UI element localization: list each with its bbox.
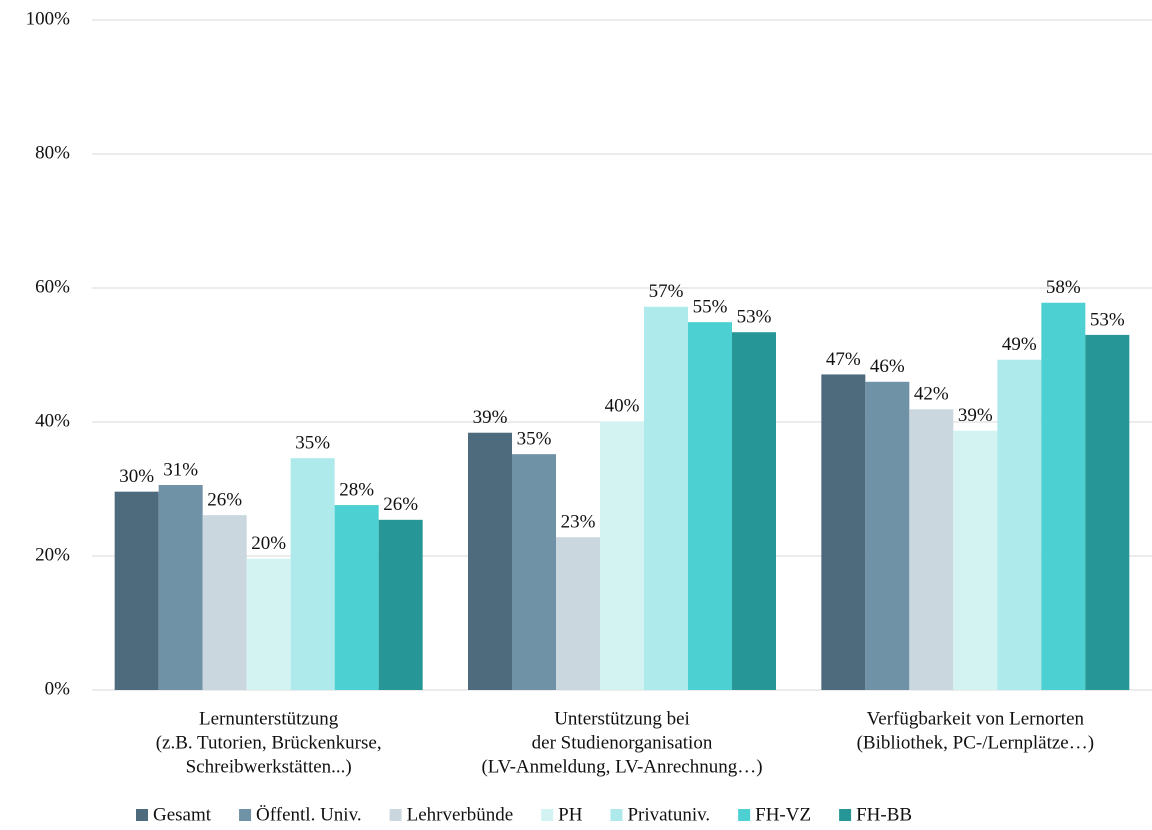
legend-label: Privatuniv.: [627, 804, 710, 825]
bar: [1041, 302, 1086, 690]
bar: [246, 558, 291, 690]
legend-label: Öffentl. Univ.: [256, 804, 362, 825]
legend-swatch: [738, 809, 751, 821]
bar: [997, 359, 1042, 690]
y-tick-label: 80%: [35, 142, 70, 163]
bar: [688, 322, 732, 690]
legend-swatch: [136, 809, 148, 821]
value-label: 35%: [295, 433, 330, 454]
value-label: 39%: [958, 405, 993, 426]
legend-label: PH: [558, 804, 583, 825]
legend-swatch: [610, 809, 623, 821]
bar: [909, 409, 954, 690]
bar: [468, 432, 512, 690]
value-label: 46%: [870, 356, 905, 377]
x-tick-label: (Bibliothek, PC-/Lernplätze…): [857, 732, 1094, 753]
bar: [732, 332, 776, 690]
legend-swatch: [239, 809, 252, 821]
value-label: 42%: [914, 384, 949, 405]
value-label: 35%: [517, 429, 552, 450]
value-label: 58%: [1046, 277, 1081, 298]
bar: [114, 491, 159, 690]
bar: [334, 505, 379, 690]
bar: [512, 454, 556, 690]
bar: [865, 381, 910, 690]
bar: [556, 537, 600, 690]
legend-label: FH-BB: [856, 804, 912, 825]
y-tick-label: 60%: [35, 276, 70, 297]
value-label: 53%: [737, 307, 772, 328]
value-label: 23%: [561, 512, 596, 533]
bar: [644, 306, 688, 690]
value-label: 40%: [605, 396, 640, 417]
value-label: 39%: [473, 407, 508, 428]
legend-swatch: [389, 809, 402, 821]
value-label: 47%: [826, 349, 861, 370]
x-tick-label: Lernunterstützung: [199, 708, 339, 729]
x-tick-label: Verfügbarkeit von Lernorten: [867, 708, 1085, 729]
legend-label: FH-VZ: [755, 804, 811, 825]
value-label: 53%: [1090, 309, 1125, 330]
value-label: 26%: [383, 494, 418, 515]
value-label: 30%: [119, 466, 154, 487]
legend-swatch: [839, 809, 852, 821]
value-label: 26%: [207, 489, 242, 510]
value-label: 20%: [251, 533, 286, 554]
x-tick-label: Unterstützung bei: [554, 708, 690, 729]
value-label: 31%: [163, 459, 198, 480]
bar: [821, 374, 866, 690]
bar: [953, 430, 998, 690]
x-tick-label: der Studienorganisation: [532, 732, 713, 753]
bar: [378, 519, 423, 690]
bar: [158, 484, 203, 690]
legend-swatch: [541, 809, 554, 821]
x-tick-label: (z.B. Tutorien, Brückenkurse,: [156, 732, 382, 753]
value-label: 28%: [339, 479, 374, 500]
bar: [290, 458, 335, 690]
bar: [202, 515, 247, 690]
bar: [600, 421, 644, 690]
y-tick-label: 100%: [26, 8, 71, 29]
legend-label: Lehrverbünde: [407, 804, 514, 825]
x-tick-label: (LV-Anmeldung, LV-Anrechnung…): [481, 756, 762, 777]
value-label: 49%: [1002, 334, 1037, 355]
y-tick-label: 0%: [45, 678, 71, 699]
x-tick-label: Schreibwerkstätten...): [186, 756, 352, 777]
y-tick-label: 20%: [35, 544, 70, 565]
value-label: 55%: [693, 297, 728, 318]
bar: [1085, 334, 1130, 690]
value-label: 57%: [649, 281, 684, 302]
y-tick-label: 40%: [35, 410, 70, 431]
legend-label: Gesamt: [153, 804, 212, 825]
